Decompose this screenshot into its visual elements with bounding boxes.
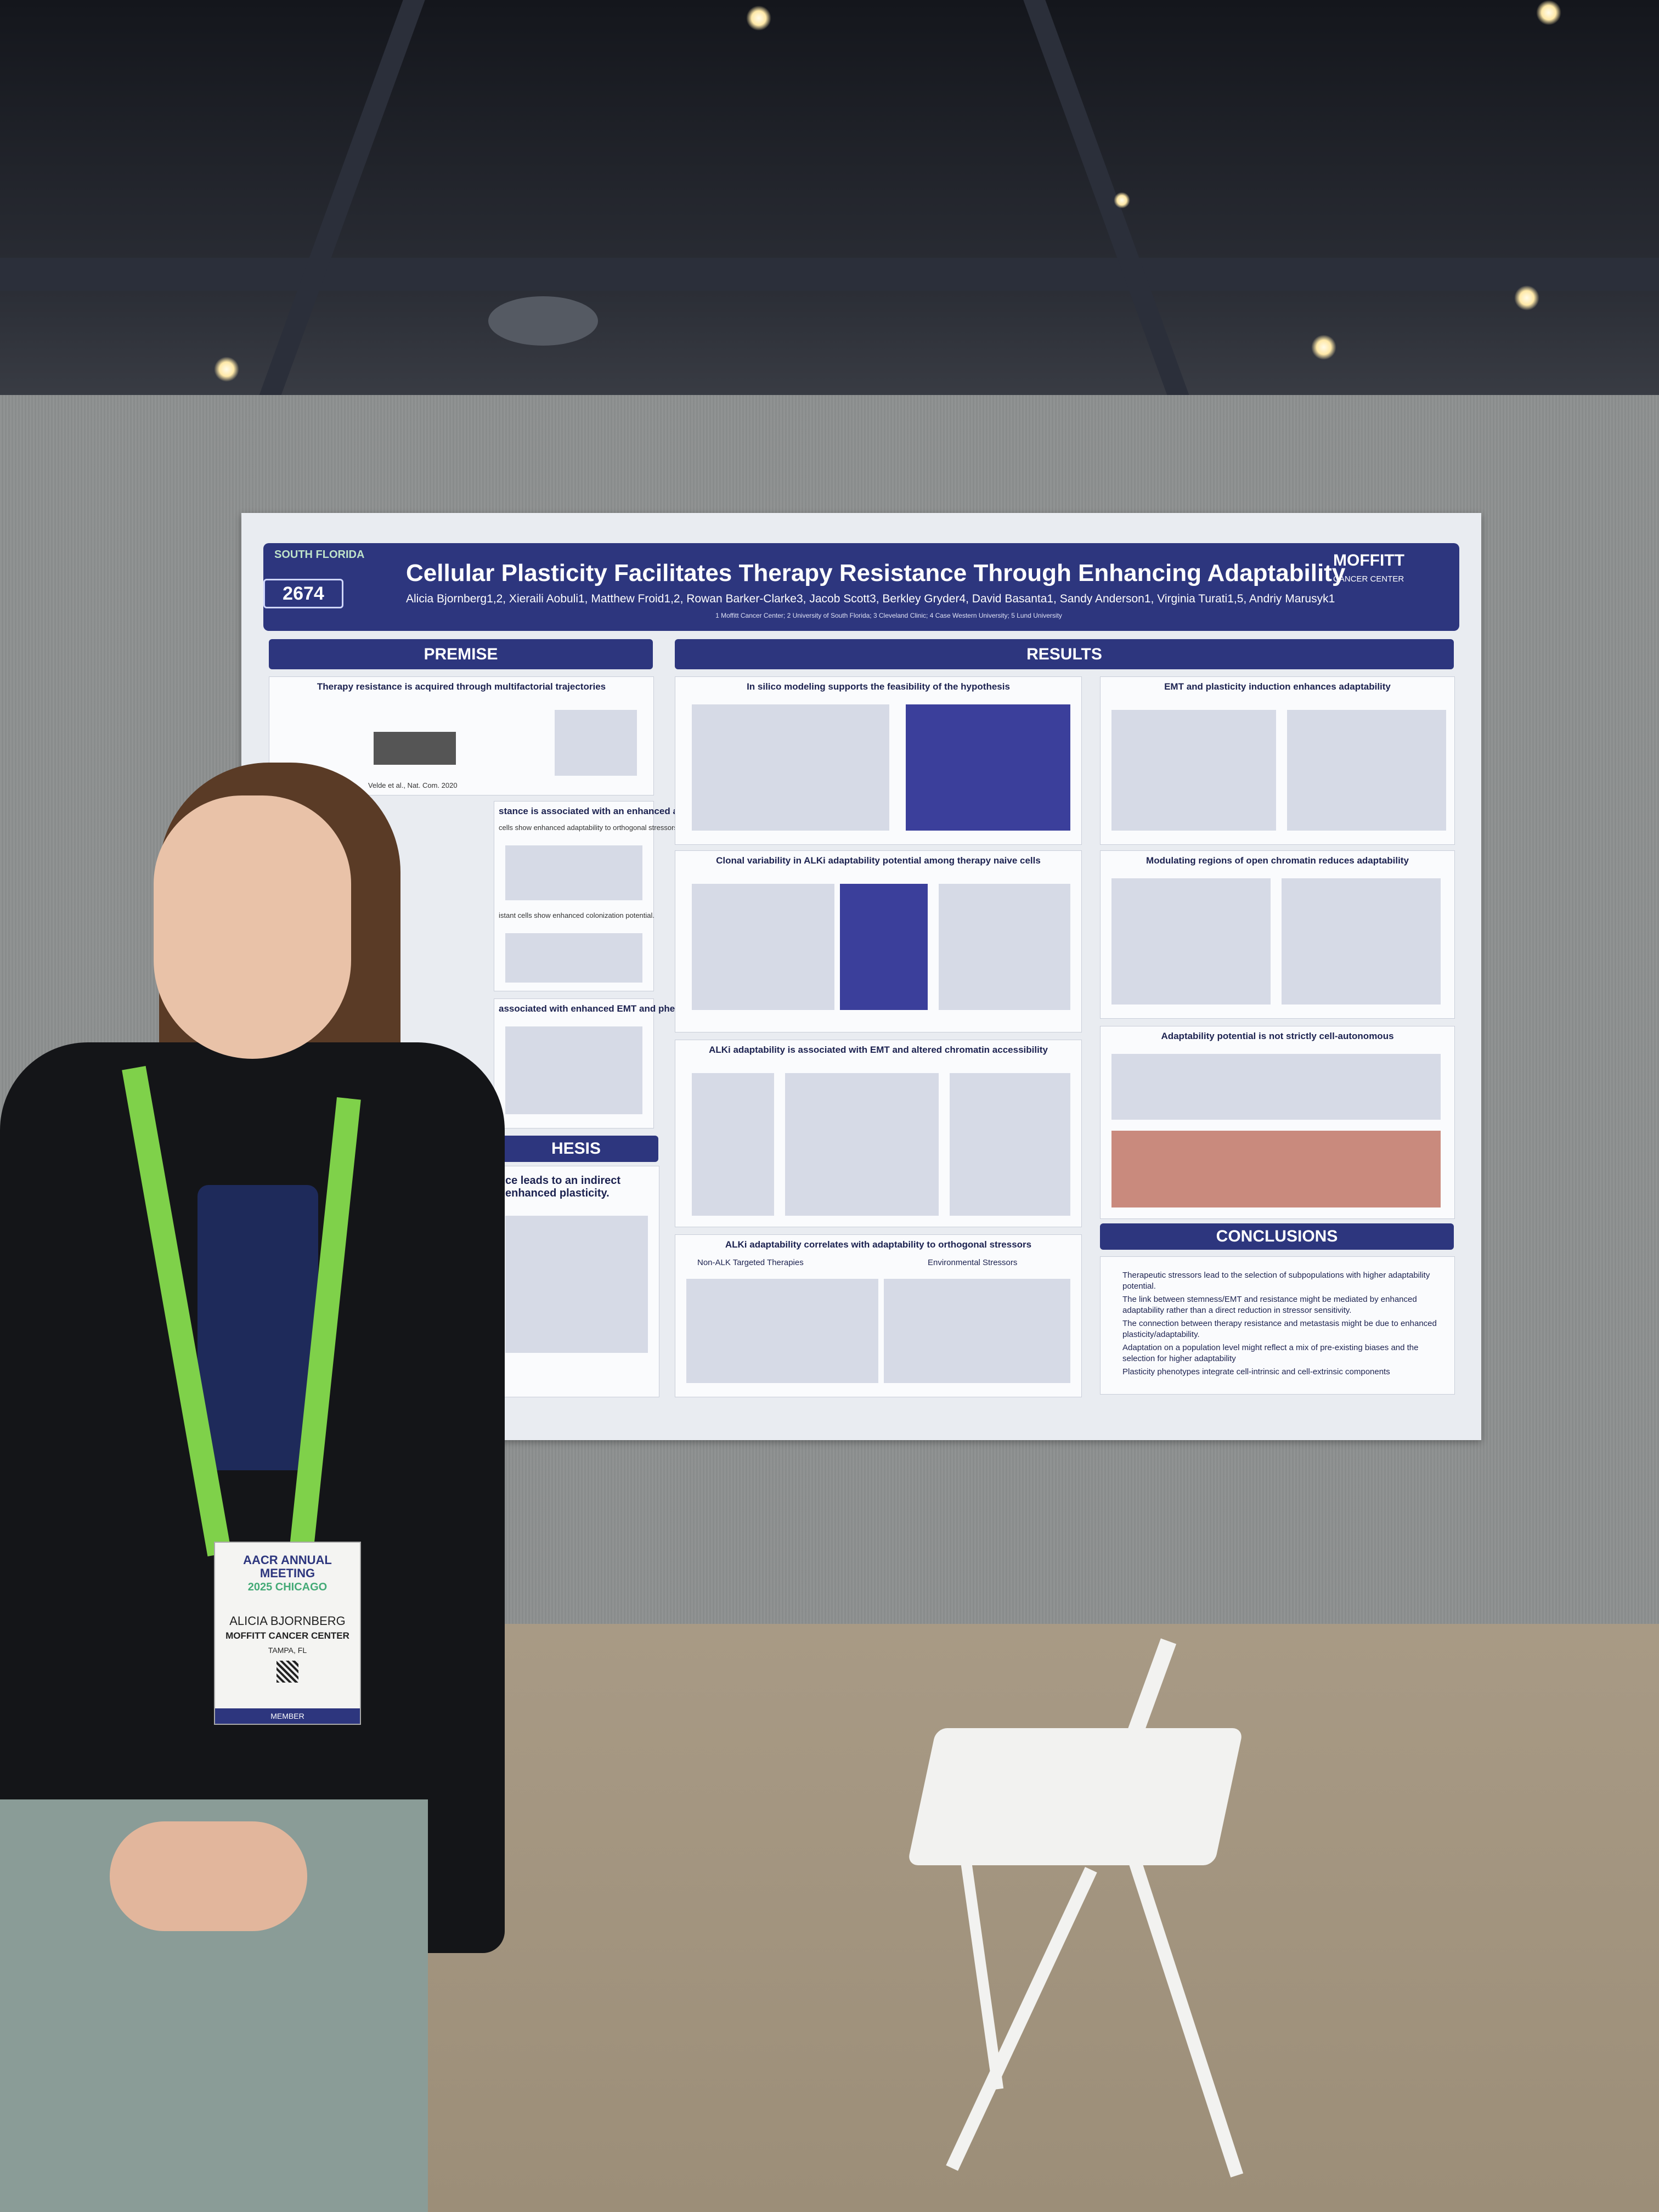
conclusions-panel: Therapeutic stressors lead to the select… [1100,1256,1455,1395]
figure [1111,710,1276,831]
results-panel: In silico modeling supports the feasibil… [675,676,1082,845]
conclusion-item: Plasticity phenotypes integrate cell-int… [1122,1367,1390,1376]
folding-chair-seat [907,1728,1244,1865]
results-panel: Adaptability potential is not strictly c… [1100,1026,1455,1219]
section-conclusions: CONCLUSIONS [1100,1223,1454,1250]
panel-title: ALKi adaptability correlates with adapta… [725,1239,1032,1250]
panel-title: EMT and plasticity induction enhances ad… [1164,681,1391,692]
figure [1287,710,1446,831]
ceiling [0,0,1659,406]
figure [1111,1054,1441,1120]
conclusion-item: The connection between therapy resistanc… [1122,1319,1437,1339]
section-premise: PREMISE [269,639,653,669]
poster-number: 2674 [263,579,343,608]
ceiling-light [1311,335,1336,360]
panel-text: cells show enhanced adaptability to orth… [499,823,680,832]
ceiling-beam [255,0,425,406]
conclusion-item: The link between stemness/EMT and resist… [1122,1295,1417,1315]
badge-city: TAMPA, FL [268,1646,307,1655]
figure [686,1279,878,1383]
results-panel: Clonal variability in ALKi adaptability … [675,850,1082,1032]
badge-meeting: AACR ANNUAL MEETING [243,1553,332,1580]
person-shirt [198,1185,318,1470]
poster-affiliations: 1 Moffitt Cancer Center; 2 University of… [715,612,1062,619]
name-badge: AACR ANNUAL MEETING 2025 CHICAGO ALICIA … [214,1542,361,1725]
badge-name: ALICIA BJORNBERG [229,1614,346,1628]
figure [785,1073,939,1216]
moffitt-logo-subtitle: CANCER CENTER [1333,574,1404,584]
section-results: RESULTS [675,639,1454,669]
results-panel: EMT and plasticity induction enhances ad… [1100,676,1455,845]
person-face [154,795,351,1059]
figure [692,704,889,831]
figure [505,1026,642,1114]
badge-member-type: MEMBER [215,1708,360,1724]
figure [1111,1131,1441,1207]
ceiling-vent [488,296,598,346]
figure [692,884,834,1010]
moffitt-logo: MOFFITT [1333,551,1404,569]
poster-banner [263,543,1459,631]
hypothesis-panel: ce leads to an indirect enhanced plastic… [494,1166,659,1397]
hypothesis-text: ce leads to an indirect enhanced plastic… [505,1175,621,1199]
figure [692,1073,774,1216]
figure [505,1216,648,1353]
panel-text: istant cells show enhanced colonization … [499,911,655,919]
usf-logo: SOUTH FLORIDA [274,549,365,561]
ceiling-beam [1023,0,1193,406]
panel-title: Therapy resistance is acquired through m… [317,681,606,692]
figure [1111,878,1271,1005]
premise-panel: associated with enhanced EMT and phenoty… [494,998,745,1128]
results-panel: ALKi adaptability correlates with adapta… [675,1234,1082,1397]
figure [505,933,642,983]
panel-subtitle: Environmental Stressors [928,1258,1018,1267]
citation: Velde et al., Nat. Com. 2020 [368,781,458,789]
ceiling-light [1514,285,1539,311]
figure [1282,878,1441,1005]
badge-organization: MOFFITT CANCER CENTER [225,1630,349,1641]
figure [840,884,928,1010]
ceiling-beam [0,258,1659,291]
ceiling-light [746,5,771,31]
figure [950,1073,1070,1216]
premise-panel: stance is associated with an enhanced ad… [494,801,761,991]
conclusions-list: Therapeutic stressors lead to the select… [1122,1270,1443,1380]
badge-year: 2025 CHICAGO [247,1581,328,1593]
figure [555,710,637,776]
panel-subtitle: Non-ALK Targeted Therapies [697,1258,804,1267]
results-panel: Modulating regions of open chromatin red… [1100,850,1455,1019]
person-hands [110,1821,307,1931]
poster-authors: Alicia Bjornberg1,2, Xieraili Aobuli1, M… [406,592,1335,605]
figure [884,1279,1070,1383]
conclusion-item: Adaptation on a population level might r… [1122,1343,1419,1363]
figure [906,704,1070,831]
figure [939,884,1070,1010]
ceiling-light [1114,192,1130,208]
panel-title: ALKi adaptability is associated with EMT… [709,1045,1048,1055]
panel-title: Clonal variability in ALKi adaptability … [716,855,1041,866]
qr-code-icon [276,1661,298,1683]
results-panel: ALKi adaptability is associated with EMT… [675,1040,1082,1227]
panel-title: Modulating regions of open chromatin red… [1146,855,1409,866]
panel-title: In silico modeling supports the feasibil… [747,681,1010,692]
ceiling-light [1536,0,1561,25]
section-hypothesis: HESIS [494,1136,658,1162]
ceiling-light [214,357,239,382]
conclusion-item: Therapeutic stressors lead to the select… [1122,1271,1430,1291]
figure [505,845,642,900]
figure [374,732,456,765]
poster-title: Cellular Plasticity Facilitates Therapy … [406,560,1346,586]
panel-title: Adaptability potential is not strictly c… [1161,1031,1394,1041]
